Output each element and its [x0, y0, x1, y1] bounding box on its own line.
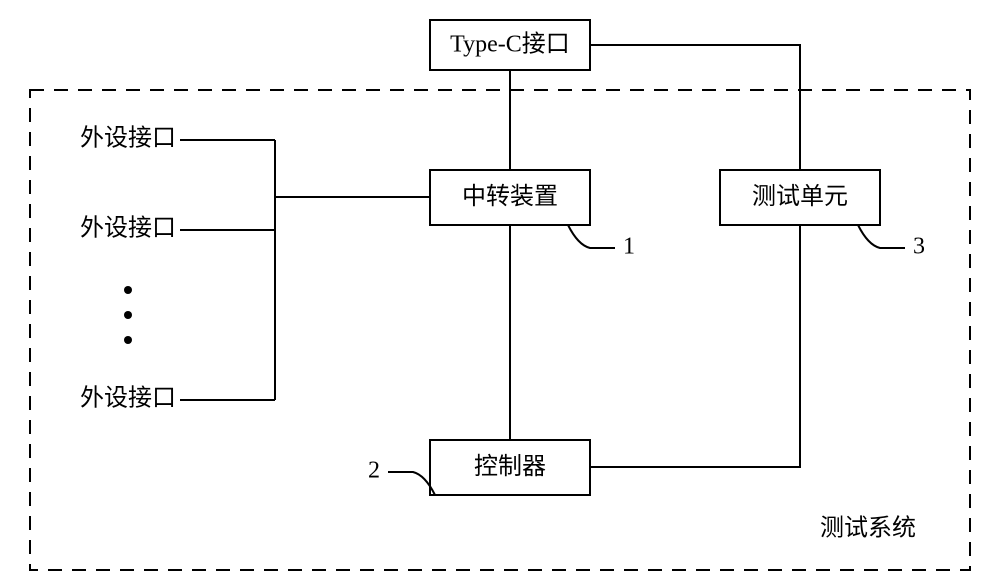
tag-number-3: 3 [913, 234, 925, 260]
node-controller-label: 控制器 [474, 453, 546, 480]
tag-number-2: 2 [368, 458, 380, 484]
node-testunit-label: 测试单元 [752, 183, 848, 210]
node-periph3-label: 外设接口 [80, 385, 176, 412]
ellipsis-dot-1 [124, 286, 132, 294]
tag-lead-1 [568, 225, 615, 248]
tag-number-1: 1 [623, 234, 635, 260]
node-relay-label: 中转装置 [462, 183, 558, 210]
node-periph2-label: 外设接口 [80, 215, 176, 242]
node-periph1-label: 外设接口 [80, 125, 176, 152]
ellipsis-dot-2 [124, 311, 132, 319]
edge-typec-testunit [590, 45, 800, 170]
edge-controller-testunit [590, 225, 800, 467]
tag-lead-2 [388, 472, 435, 495]
tag-lead-3 [858, 225, 905, 248]
ellipsis-dot-3 [124, 336, 132, 344]
system-boundary-label: 测试系统 [820, 515, 916, 542]
edge-periph-bus-to-relay [275, 140, 430, 400]
node-typec-label: Type-C接口 [450, 31, 570, 58]
system-boundary [30, 90, 970, 570]
